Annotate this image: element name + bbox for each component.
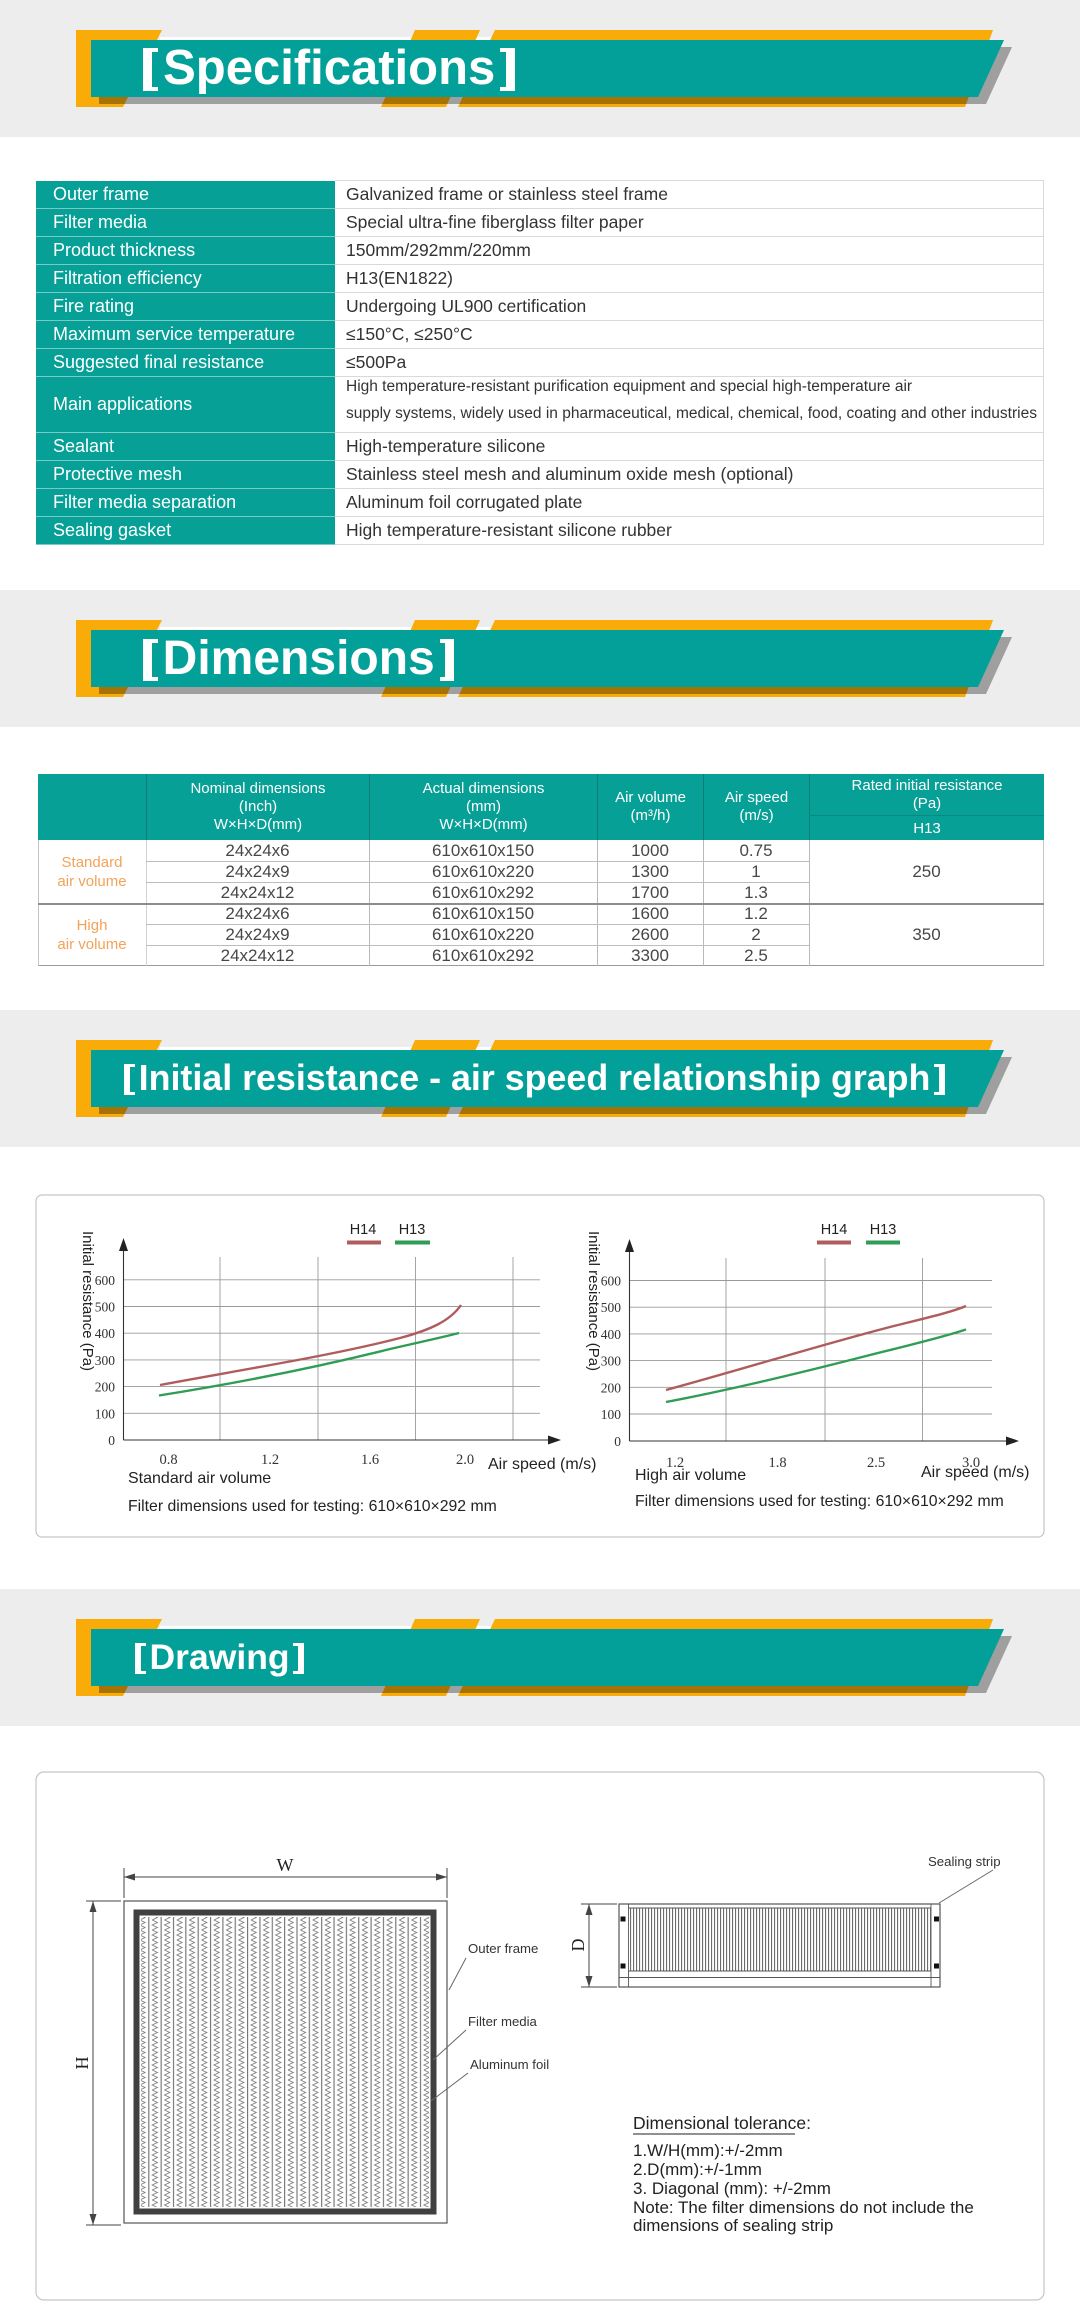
svg-text:400: 400 xyxy=(95,1326,116,1341)
svg-text:Initial resistance (Pa): Initial resistance (Pa) xyxy=(585,1231,602,1371)
svg-text:Aluminum foil: Aluminum foil xyxy=(470,2057,549,2072)
svg-text:Filter media: Filter media xyxy=(468,2014,538,2029)
svg-text:3. Diagonal (mm): +/-2mm: 3. Diagonal (mm): +/-2mm xyxy=(633,2179,831,2198)
svg-text:0: 0 xyxy=(108,1433,115,1448)
svg-text:0.8: 0.8 xyxy=(159,1452,177,1468)
svg-text:300: 300 xyxy=(601,1354,622,1369)
svg-text:D: D xyxy=(568,1939,588,1952)
svg-text:200: 200 xyxy=(95,1380,116,1395)
svg-text:1.2: 1.2 xyxy=(666,1455,684,1471)
svg-text:1.W/H(mm):+/-2mm: 1.W/H(mm):+/-2mm xyxy=(633,2141,783,2160)
svg-text:High air volume: High air volume xyxy=(635,1467,746,1484)
svg-text:600: 600 xyxy=(601,1274,622,1289)
svg-text:dimensions of sealing strip: dimensions of sealing strip xyxy=(633,2216,833,2235)
svg-text:Air speed (m/s): Air speed (m/s) xyxy=(921,1464,1029,1481)
svg-text:3.0: 3.0 xyxy=(962,1455,980,1471)
svg-text:2.D(mm):+/-1mm: 2.D(mm):+/-1mm xyxy=(633,2160,762,2179)
svg-text:500: 500 xyxy=(95,1300,116,1315)
svg-text:2.0: 2.0 xyxy=(456,1452,474,1468)
svg-text:Air speed (m/s): Air speed (m/s) xyxy=(488,1456,596,1473)
svg-text:Outer frame: Outer frame xyxy=(468,1941,538,1956)
svg-text:0: 0 xyxy=(614,1434,621,1449)
svg-text:H14: H14 xyxy=(350,1222,377,1238)
svg-text:1.6: 1.6 xyxy=(361,1452,379,1468)
svg-text:H: H xyxy=(72,2057,92,2070)
svg-text:Standard air volume: Standard air volume xyxy=(128,1470,271,1487)
svg-text:400: 400 xyxy=(601,1327,622,1342)
svg-text:2.5: 2.5 xyxy=(867,1455,885,1471)
svg-text:H13: H13 xyxy=(870,1222,897,1238)
svg-text:500: 500 xyxy=(601,1300,622,1315)
svg-text:Note: The filter dimensions do: Note: The filter dimensions do not inclu… xyxy=(633,2198,974,2217)
svg-text:Filter dimensions used for tes: Filter dimensions used for testing: 610×… xyxy=(128,1498,497,1515)
svg-text:Initial resistance (Pa): Initial resistance (Pa) xyxy=(79,1231,96,1371)
svg-text:H14: H14 xyxy=(821,1222,848,1238)
svg-text:300: 300 xyxy=(95,1353,116,1368)
svg-text:100: 100 xyxy=(601,1407,622,1422)
svg-text:1.8: 1.8 xyxy=(768,1455,786,1471)
svg-text:100: 100 xyxy=(95,1406,116,1421)
svg-text:1.2: 1.2 xyxy=(261,1452,279,1468)
svg-text:W: W xyxy=(277,1855,294,1875)
svg-text:Filter dimensions used for tes: Filter dimensions used for testing: 610×… xyxy=(635,1493,1004,1510)
svg-text:200: 200 xyxy=(601,1380,622,1395)
svg-text:Dimensional tolerance:: Dimensional tolerance: xyxy=(633,2113,811,2133)
svg-text:600: 600 xyxy=(95,1273,116,1288)
svg-text:H13: H13 xyxy=(399,1222,426,1238)
svg-text:Sealing strip: Sealing strip xyxy=(928,1854,1001,1869)
